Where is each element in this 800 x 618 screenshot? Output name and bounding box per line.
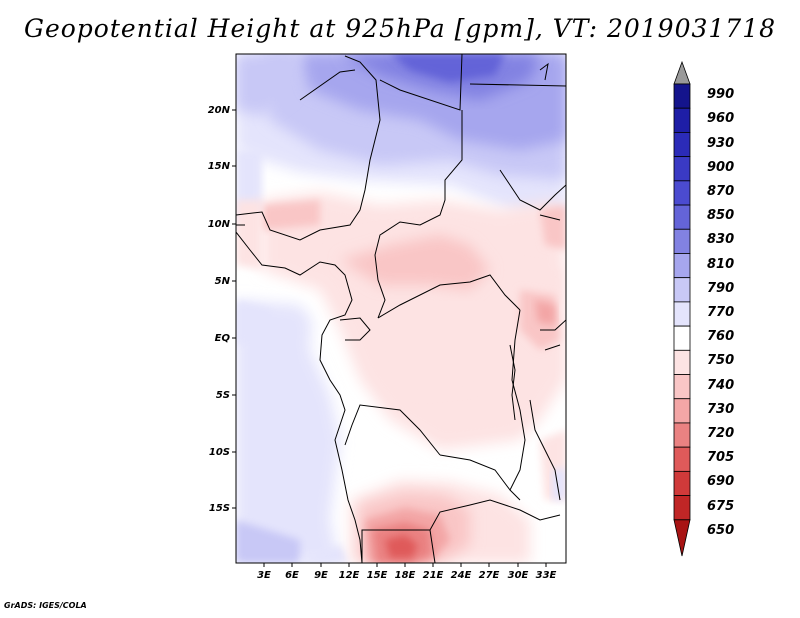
- lon-tick-label: 30E: [508, 570, 529, 581]
- lat-tick-label: 20N: [208, 105, 231, 116]
- longitude-axis: 3E 6E 9E 12E 15E 18E 21E 24E 27E 30E 33E: [257, 563, 557, 581]
- lon-tick-label: 21E: [423, 570, 444, 581]
- height-field: [236, 54, 566, 563]
- colorbar-swatch: [673, 301, 691, 327]
- colorbar-label: 705: [707, 450, 735, 466]
- lon-tick-label: 24E: [451, 570, 472, 581]
- lon-tick-label: 18E: [395, 570, 416, 581]
- map-frame: [235, 53, 567, 564]
- colorbar-swatch: [673, 180, 691, 206]
- lon-tick-label: 3E: [257, 570, 271, 581]
- colorbar-swatch: [673, 470, 691, 496]
- colorbar-swatch: [673, 204, 691, 230]
- map-title: Geopotential Height at 925hPa [gpm], VT:…: [23, 14, 777, 43]
- lat-tick-label: 10S: [209, 447, 230, 458]
- colorbar-label: 930: [707, 135, 735, 151]
- coastlines-borders: [236, 54, 566, 563]
- footer-credit: GrADS: IGES/COLA: [4, 601, 87, 610]
- colorbar-swatch: [673, 495, 691, 521]
- lon-tick-label: 27E: [479, 570, 500, 581]
- colorbar-label: 990: [707, 87, 735, 103]
- colorbar-swatch: [673, 422, 691, 448]
- colorbar-label: 960: [707, 111, 735, 127]
- lat-tick-label: 15S: [209, 503, 230, 514]
- colorbar-label: 750: [707, 353, 735, 369]
- lon-tick-label: 33E: [536, 570, 557, 581]
- colorbar-label: 650: [707, 522, 735, 538]
- colorbar-label: 810: [707, 256, 735, 272]
- colorbar-swatch: [673, 156, 691, 182]
- colorbar-label: 760: [707, 329, 735, 345]
- colorbar-label: 830: [707, 232, 735, 248]
- colorbar-swatch: [673, 325, 691, 351]
- lon-tick-label: 12E: [339, 570, 360, 581]
- colorbar-swatch: [673, 107, 691, 133]
- colorbar-label: 790: [707, 280, 735, 296]
- colorbar-label: 690: [707, 474, 735, 490]
- lon-tick-label: 15E: [367, 570, 388, 581]
- colorbar-label: 900: [707, 159, 735, 175]
- colorbar-swatch: [673, 277, 691, 303]
- latitude-axis: 20N 15N 10N 5N EQ 5S 10S 15S: [208, 105, 236, 514]
- colorbar-label: 770: [707, 305, 735, 320]
- colorbar-swatch: [673, 446, 691, 472]
- colorbar-swatch: [673, 228, 691, 254]
- colorbar-swatch: [673, 83, 691, 109]
- lat-tick-label: 5S: [216, 390, 230, 401]
- lat-tick-label: EQ: [215, 333, 231, 344]
- colorbar-swatch: [673, 349, 691, 375]
- colorbar-label: 850: [707, 208, 735, 224]
- colorbar-label: 720: [707, 426, 735, 442]
- colorbar-label: 870: [707, 183, 735, 199]
- lat-tick-label: 15N: [208, 161, 231, 172]
- colorbar-top-arrow: [673, 60, 691, 85]
- colorbar: [673, 60, 691, 557]
- lon-tick-label: 9E: [314, 570, 328, 581]
- colorbar-label: 675: [707, 498, 735, 514]
- colorbar-label: 740: [707, 377, 735, 393]
- lat-tick-label: 5N: [215, 276, 231, 287]
- lon-tick-label: 6E: [285, 570, 299, 581]
- colorbar-swatch: [673, 132, 691, 158]
- colorbar-swatch: [673, 374, 691, 400]
- lat-tick-label: 10N: [208, 219, 231, 230]
- colorbar-swatch: [673, 398, 691, 424]
- colorbar-label: 730: [707, 401, 735, 417]
- colorbar-swatch: [673, 519, 691, 557]
- colorbar-swatch: [673, 253, 691, 279]
